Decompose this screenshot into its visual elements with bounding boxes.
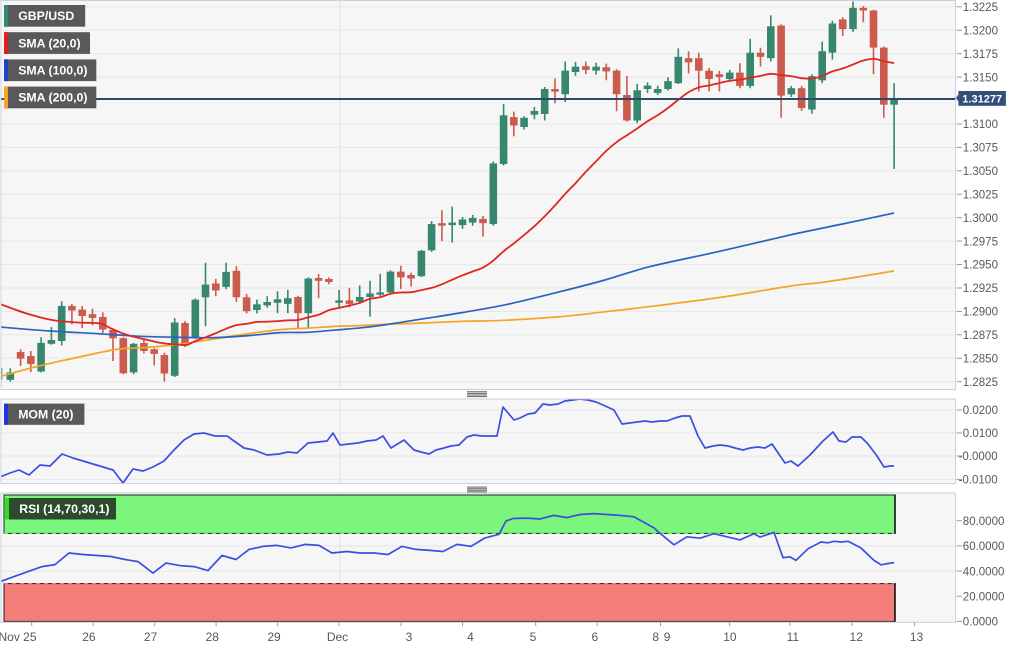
- svg-text:0.0100: 0.0100: [963, 428, 998, 440]
- svg-text:1.2900: 1.2900: [963, 307, 998, 319]
- svg-text:27: 27: [144, 630, 158, 644]
- svg-text:1.3150: 1.3150: [963, 72, 998, 84]
- svg-text:1.2825: 1.2825: [963, 377, 998, 389]
- svg-text:1.3100: 1.3100: [963, 119, 998, 131]
- svg-text:3: 3: [406, 630, 413, 644]
- svg-text:0.0200: 0.0200: [963, 405, 998, 417]
- svg-text:SMA (20,0): SMA (20,0): [18, 36, 80, 50]
- svg-text:6: 6: [591, 630, 598, 644]
- svg-text:1.3175: 1.3175: [963, 49, 998, 61]
- svg-text:1.2850: 1.2850: [963, 353, 998, 365]
- svg-text:RSI (14,70,30,1): RSI (14,70,30,1): [19, 502, 109, 516]
- svg-text:Nov 25: Nov 25: [0, 630, 37, 644]
- svg-text:10: 10: [723, 630, 737, 644]
- svg-text:29: 29: [267, 630, 281, 644]
- svg-text:Dec: Dec: [327, 630, 348, 644]
- svg-text:1.3000: 1.3000: [963, 213, 998, 225]
- svg-text:1.2975: 1.2975: [963, 236, 998, 248]
- svg-text:SMA (100,0): SMA (100,0): [18, 64, 87, 78]
- svg-text:8: 8: [652, 630, 659, 644]
- svg-text:1.3225: 1.3225: [963, 2, 998, 14]
- svg-text:40.0000: 40.0000: [963, 566, 1005, 578]
- svg-text:11: 11: [787, 630, 800, 644]
- svg-text:80.0000: 80.0000: [963, 516, 1005, 528]
- svg-text:60.0000: 60.0000: [963, 541, 1005, 553]
- svg-text:0.0000: 0.0000: [963, 617, 998, 629]
- svg-text:GBP/USD: GBP/USD: [18, 9, 74, 23]
- svg-text:1.2875: 1.2875: [963, 330, 998, 342]
- svg-text:13: 13: [910, 630, 924, 644]
- svg-text:-0.0100: -0.0100: [959, 475, 998, 487]
- svg-text:1.2925: 1.2925: [963, 283, 998, 295]
- svg-text:28: 28: [206, 630, 220, 644]
- svg-text:4: 4: [467, 630, 474, 644]
- svg-text:MOM (20): MOM (20): [18, 407, 73, 421]
- svg-text:-0.0000: -0.0000: [959, 451, 998, 463]
- svg-text:26: 26: [82, 630, 96, 644]
- svg-text:SMA (200,0): SMA (200,0): [18, 91, 87, 105]
- svg-text:1.3075: 1.3075: [963, 143, 998, 155]
- svg-text:1.2950: 1.2950: [963, 260, 998, 272]
- svg-text:1.3200: 1.3200: [963, 25, 998, 37]
- svg-text:1.3050: 1.3050: [963, 166, 998, 178]
- svg-text:20.0000: 20.0000: [963, 591, 1005, 603]
- svg-text:12: 12: [850, 630, 864, 644]
- svg-text:1.31277: 1.31277: [962, 93, 1002, 105]
- svg-text:5: 5: [530, 630, 537, 644]
- svg-text:9: 9: [664, 630, 671, 644]
- svg-text:1.3025: 1.3025: [963, 189, 998, 201]
